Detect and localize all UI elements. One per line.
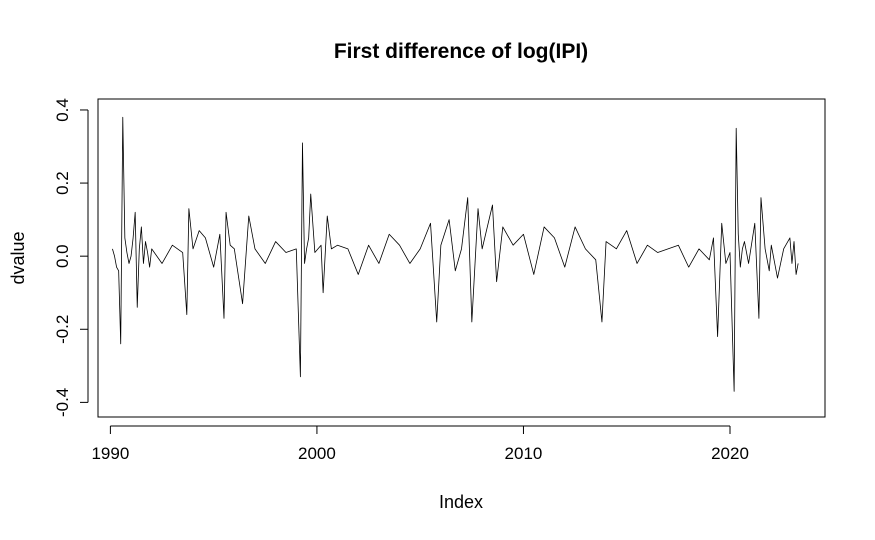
y-tick-label: 0.2 [53,171,72,195]
x-tick-label: 2000 [298,444,336,463]
y-axis: -0.4 -0.2 0.0 0.2 0.4 [53,98,89,417]
y-tick-label: 0.0 [53,244,72,268]
series-line [112,116,799,392]
y-tick-label: -0.2 [53,315,72,344]
x-axis: 1990 2000 2010 2020 [91,425,749,463]
x-axis-label: Index [439,492,483,512]
plot-frame [97,98,826,418]
chart-title: First difference of log(IPI) [334,40,588,63]
x-tick-label: 1990 [91,444,129,463]
plot-area [112,116,799,392]
y-tick-label: -0.4 [53,388,72,417]
x-tick-label: 2010 [505,444,543,463]
y-tick-label: 0.4 [53,98,72,122]
y-axis-label: dvalue [8,231,28,284]
x-tick-label: 2020 [711,444,749,463]
